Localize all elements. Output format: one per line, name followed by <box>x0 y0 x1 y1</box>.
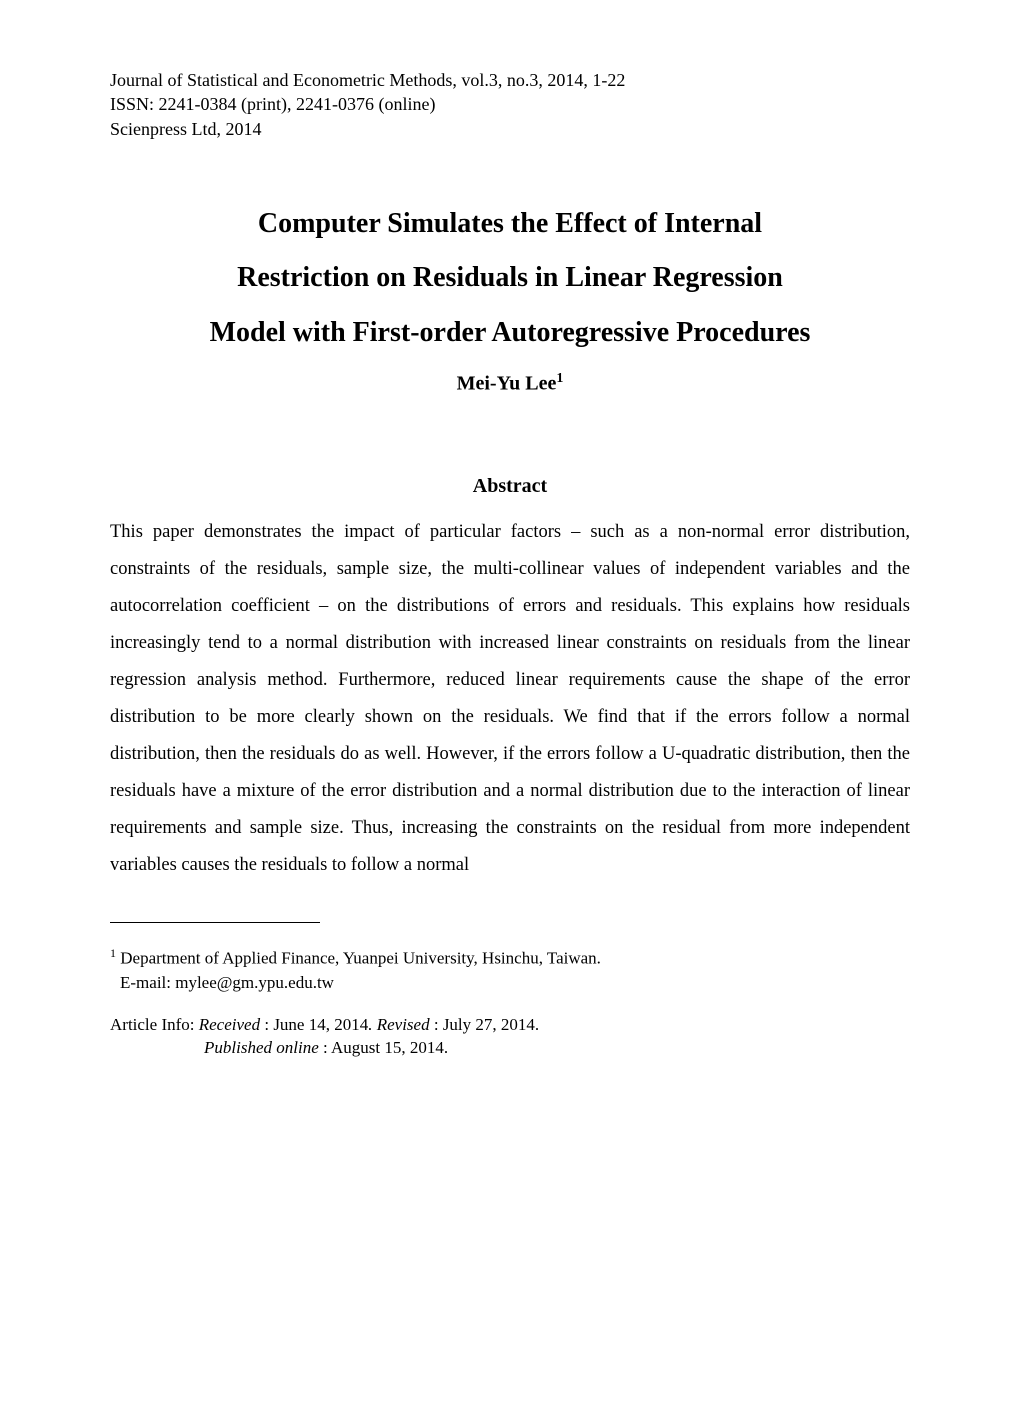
journal-info: Journal of Statistical and Econometric M… <box>110 68 910 141</box>
author-name: Mei-Yu Lee <box>457 372 557 394</box>
revised-value: : July 27, 2014. <box>430 1015 540 1034</box>
revised-label: . Revised <box>368 1015 429 1034</box>
title-line-2: Restriction on Residuals in Linear Regre… <box>110 251 910 306</box>
article-info-label: Article Info: <box>110 1015 199 1034</box>
journal-line-3: Scienpress Ltd, 2014 <box>110 117 910 141</box>
published-label: Published online <box>204 1038 319 1057</box>
title-line-3: Model with First-order Autoregressive Pr… <box>110 306 910 361</box>
title-line-1: Computer Simulates the Effect of Interna… <box>110 197 910 252</box>
received-label: Received <box>199 1015 260 1034</box>
journal-line-1: Journal of Statistical and Econometric M… <box>110 68 910 92</box>
article-info: Article Info: Received : June 14, 2014. … <box>110 1013 910 1061</box>
abstract-body: This paper demonstrates the impact of pa… <box>110 514 910 884</box>
received-value: : June 14, 2014 <box>260 1015 368 1034</box>
article-info-line-1: Article Info: Received : June 14, 2014. … <box>110 1013 910 1037</box>
published-value: : August 15, 2014. <box>319 1038 448 1057</box>
journal-line-2: ISSN: 2241-0384 (print), 2241-0376 (onli… <box>110 92 910 116</box>
footnote-line-2: E-mail: mylee@gm.ypu.edu.tw <box>110 971 910 995</box>
footnote-rule <box>110 922 320 923</box>
author: Mei-Yu Lee1 <box>110 371 910 396</box>
footnote-line-1: Department of Applied Finance, Yuanpei U… <box>116 949 601 968</box>
author-superscript: 1 <box>556 371 563 386</box>
paper-title: Computer Simulates the Effect of Interna… <box>110 197 910 361</box>
abstract-heading: Abstract <box>110 475 910 498</box>
affiliation-footnote: 1 Department of Applied Finance, Yuanpei… <box>110 945 910 994</box>
article-info-line-2: Published online : August 15, 2014. <box>110 1036 910 1060</box>
